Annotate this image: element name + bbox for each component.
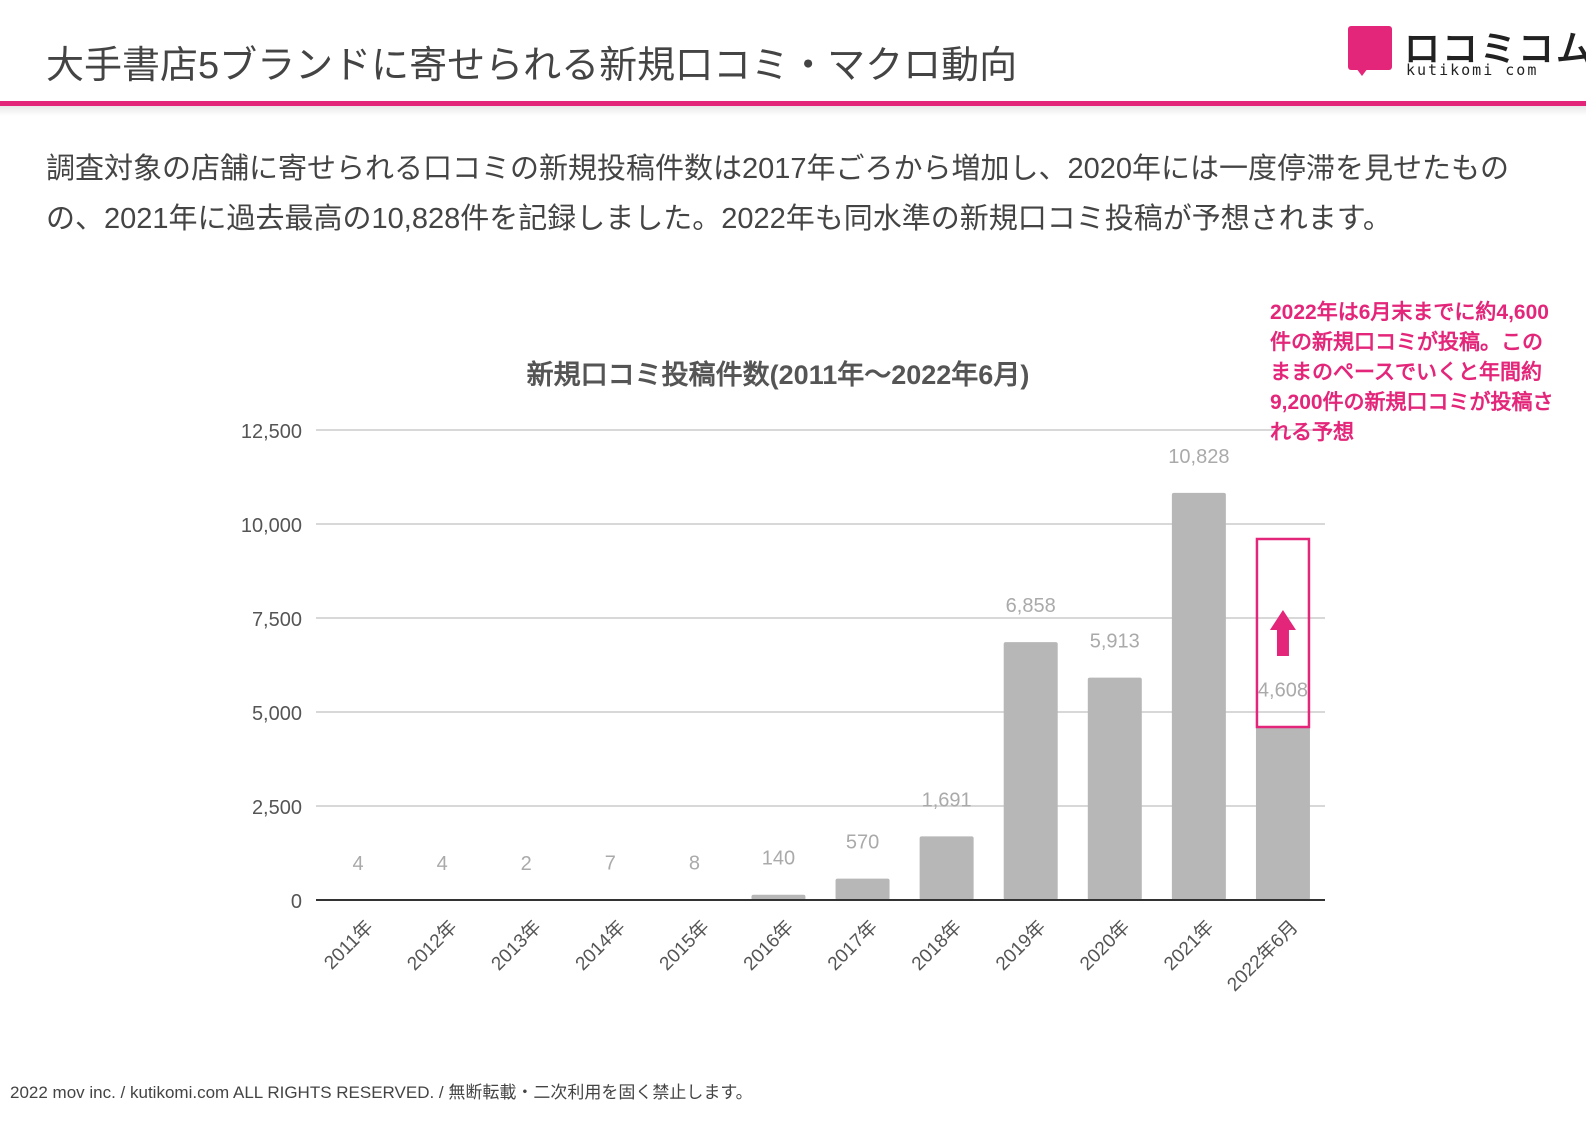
- x-tick-label: 2021年: [1160, 916, 1219, 975]
- title-divider: [0, 101, 1586, 106]
- x-tick-label: 2020年: [1075, 916, 1134, 975]
- bar: [1003, 642, 1058, 900]
- data-label: 2: [521, 853, 532, 875]
- data-label: 10,828: [1168, 446, 1229, 468]
- bar: [835, 878, 890, 900]
- x-tick-label: 2022年6月: [1223, 916, 1303, 996]
- data-label: 4: [437, 853, 448, 875]
- logo-wordmark-en: kutikomi com: [1406, 61, 1539, 79]
- x-tick-label: 2013年: [487, 916, 546, 975]
- x-tick-label: 2016年: [739, 916, 798, 975]
- title-divider-shadow: [0, 106, 1586, 116]
- data-label: 140: [762, 848, 795, 870]
- x-tick-label: 2017年: [823, 916, 882, 975]
- x-tick-label: 2015年: [655, 916, 714, 975]
- up-arrow-shape: [1269, 610, 1296, 656]
- x-tick-label: 2014年: [571, 916, 630, 975]
- logo-speech-bubble-icon: [1348, 26, 1392, 70]
- logo-bubble-tail: [1356, 68, 1368, 76]
- bar-chart: 新規口コミ投稿件数(2011年〜2022年6月) 4 4 2 7 8 140 570 1,69…: [241, 359, 1325, 996]
- data-label: 1,691: [922, 789, 972, 811]
- highlight-box: [1255, 537, 1311, 729]
- data-label: 7: [605, 853, 616, 875]
- bar: [751, 894, 806, 900]
- bar: [1087, 677, 1142, 900]
- bar: [1171, 492, 1226, 900]
- chart-title: 新規口コミ投稿件数(2011年〜2022年6月): [527, 359, 1030, 390]
- x-tick-label: 2019年: [991, 916, 1050, 975]
- logo-wordmark-jp: ロコミコム: [1404, 28, 1586, 69]
- data-label: 4: [352, 853, 363, 875]
- summary-text: 調査対象の店舗に寄せられる口コミの新規投稿件数は2017年ごろから増加し、202…: [46, 153, 1510, 235]
- x-tick-label: 2012年: [403, 916, 462, 975]
- bar: [1255, 726, 1310, 900]
- y-tick-label: 12,500: [241, 421, 302, 443]
- y-tick-label: 7,500: [252, 609, 302, 631]
- slide-title: 大手書店5ブランドに寄せられる新規口コミ・マクロ動向: [46, 45, 1018, 87]
- copyright-footer: 2022 mov inc. / kutikomi.com ALL RIGHTS …: [10, 1083, 753, 1102]
- x-tick-label: 2011年: [320, 916, 378, 974]
- data-label: 8: [689, 853, 700, 875]
- y-tick-label: 2,500: [252, 797, 302, 819]
- up-arrow-icon: [1269, 610, 1296, 656]
- x-tick-label: 2018年: [907, 916, 966, 975]
- y-tick-label: 10,000: [241, 515, 302, 537]
- projection-callout: 2022年は6月末までに約4,600件の新規口コミが投稿。このままのペースでいく…: [1270, 301, 1554, 444]
- y-tick-label: 0: [291, 891, 302, 913]
- y-tick-label: 5,000: [252, 703, 302, 725]
- data-label: 4,608: [1258, 680, 1308, 702]
- data-label: 570: [846, 832, 879, 854]
- bar: [919, 836, 974, 900]
- data-label: 6,858: [1006, 595, 1056, 617]
- data-label: 5,913: [1090, 631, 1140, 653]
- kutikomi-logo: ロコミコム kutikomi com: [1348, 24, 1586, 84]
